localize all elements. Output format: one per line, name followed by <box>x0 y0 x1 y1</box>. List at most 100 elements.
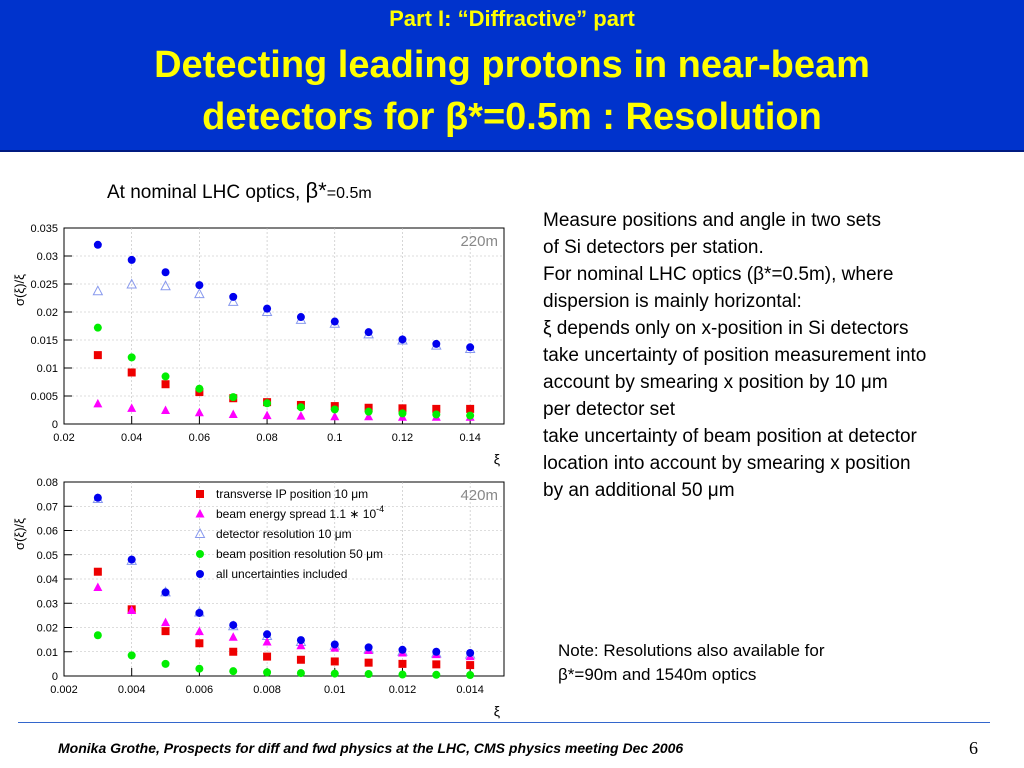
data-point-transverse <box>466 661 475 670</box>
y-tick-label: 0.03 <box>37 251 58 263</box>
data-point-all <box>93 240 102 249</box>
page-number: 6 <box>969 738 978 758</box>
data-point-transverse <box>432 404 441 413</box>
data-point-all <box>161 268 170 277</box>
data-point-transverse <box>229 647 238 656</box>
data-point-energy <box>296 411 306 420</box>
y-tick-label: 0.06 <box>37 526 58 538</box>
data-point-all <box>127 555 136 564</box>
x-tick-label: 0.01 <box>324 684 345 696</box>
description-line: For nominal LHC optics (β*=0.5m), where <box>543 264 894 285</box>
data-point-beam <box>432 410 441 419</box>
data-point-all <box>195 608 204 617</box>
y-tick-label: 0.07 <box>37 501 58 513</box>
data-point-beam <box>466 671 475 680</box>
y-axis-title: σ(ξ)/ξ <box>12 274 27 306</box>
data-point-beam <box>127 651 136 660</box>
legend-exponent: -4 <box>376 504 384 514</box>
description-line: Measure positions and angle in two sets <box>543 210 881 231</box>
y-tick-label: 0.05 <box>37 550 58 562</box>
data-point-all <box>330 640 339 649</box>
data-point-beam <box>93 631 102 640</box>
data-point-all <box>432 339 441 348</box>
subtitle-symbol: β* <box>305 178 327 203</box>
data-point-beam <box>161 372 170 381</box>
y-tick-label: 0.04 <box>37 574 58 586</box>
data-point-energy <box>127 605 137 615</box>
data-point-beam <box>296 669 305 678</box>
data-point-detector <box>126 278 138 289</box>
data-point-beam <box>364 670 373 679</box>
description-line: location into account by smearing x posi… <box>543 453 911 474</box>
x-tick-label: 0.008 <box>253 684 281 696</box>
footer-divider <box>18 722 990 723</box>
data-point-transverse <box>93 567 102 576</box>
legend-marker-all <box>196 570 204 578</box>
data-point-beam <box>93 323 102 332</box>
data-point-energy <box>194 407 204 417</box>
data-point-beam <box>161 659 170 668</box>
y-tick-label: 0.01 <box>37 647 58 659</box>
data-point-beam <box>263 668 272 677</box>
x-axis-title: ξ <box>494 451 500 467</box>
data-point-all <box>296 313 305 322</box>
data-point-beam <box>398 670 407 679</box>
optics-subtitle: At nominal LHC optics, β*=0.5m <box>107 178 372 204</box>
description-line: take uncertainty of beam position at det… <box>543 426 917 447</box>
description-line: by an additional 50 μm <box>543 480 735 501</box>
description-line: account by smearing x position by 10 μm <box>543 372 888 393</box>
data-point-transverse <box>195 639 204 648</box>
slide-title-line2: detectors for β*=0.5m : Resolution <box>202 96 822 138</box>
y-tick-label: 0.02 <box>37 623 58 635</box>
description-line: dispersion is mainly horizontal: <box>543 291 802 312</box>
legend-label-transverse: transverse IP position 10 μm <box>216 487 368 501</box>
legend-label-energy: beam energy spread 1.1 ∗ 10-4 <box>216 504 384 521</box>
station-label: 420m <box>460 487 498 504</box>
data-point-beam <box>229 667 238 676</box>
x-tick-label: 0.06 <box>189 432 210 444</box>
data-point-beam <box>195 384 204 393</box>
station-label: 220m <box>460 233 498 250</box>
chart-420m: 0 0.01 0.02 0.03 0.04 0.05 0.06 0.07 0.08 0.002 0.… <box>12 477 505 719</box>
description-line: per detector set <box>543 399 676 420</box>
x-axis-title: ξ <box>494 703 500 719</box>
x-tick-label: 0.014 <box>456 684 484 696</box>
slide-title-line1: Detecting leading protons in near-beam <box>154 44 870 86</box>
data-point-transverse <box>432 660 441 669</box>
description-text: Measure positions and angle in two sets … <box>543 207 1013 504</box>
data-point-all <box>161 588 170 597</box>
y-tick-label: 0.08 <box>37 477 58 489</box>
data-point-energy <box>93 582 103 591</box>
footer-citation: Monika Grothe, Prospects for diff and fw… <box>58 740 684 756</box>
x-tick-label: 0.12 <box>392 432 413 444</box>
legend-marker-beam <box>196 550 204 558</box>
legend-marker-detector <box>194 527 206 538</box>
data-point-all <box>398 645 407 654</box>
x-tick-label: 0.006 <box>186 684 214 696</box>
resolution-note: Note: Resolutions also available for β*=… <box>558 639 824 687</box>
data-point-all <box>127 255 136 264</box>
data-point-beam <box>229 393 238 402</box>
legend-marker-transverse <box>196 490 204 498</box>
data-point-transverse <box>330 657 339 666</box>
legend-label-detector: detector resolution 10 μm <box>216 527 352 541</box>
data-point-all <box>93 493 102 502</box>
legend-label-all: all uncertainties included <box>216 567 347 581</box>
x-tick-label: 0.002 <box>50 684 78 696</box>
data-point-transverse <box>364 658 373 667</box>
x-tick-label: 0.1 <box>327 432 342 444</box>
data-point-beam <box>398 409 407 418</box>
y-tick-label: 0.02 <box>37 307 58 319</box>
description-line: of Si detectors per station. <box>543 237 764 258</box>
plot-frame <box>63 227 505 425</box>
data-point-all <box>229 292 238 301</box>
data-point-energy <box>127 403 137 412</box>
data-point-all <box>398 335 407 344</box>
data-point-transverse <box>296 655 305 664</box>
data-point-transverse <box>161 627 170 636</box>
data-point-beam <box>263 399 272 408</box>
y-tick-label: 0.03 <box>37 598 58 610</box>
data-point-energy <box>262 410 272 420</box>
x-tick-label: 0.08 <box>256 432 277 444</box>
data-point-transverse <box>93 351 102 360</box>
